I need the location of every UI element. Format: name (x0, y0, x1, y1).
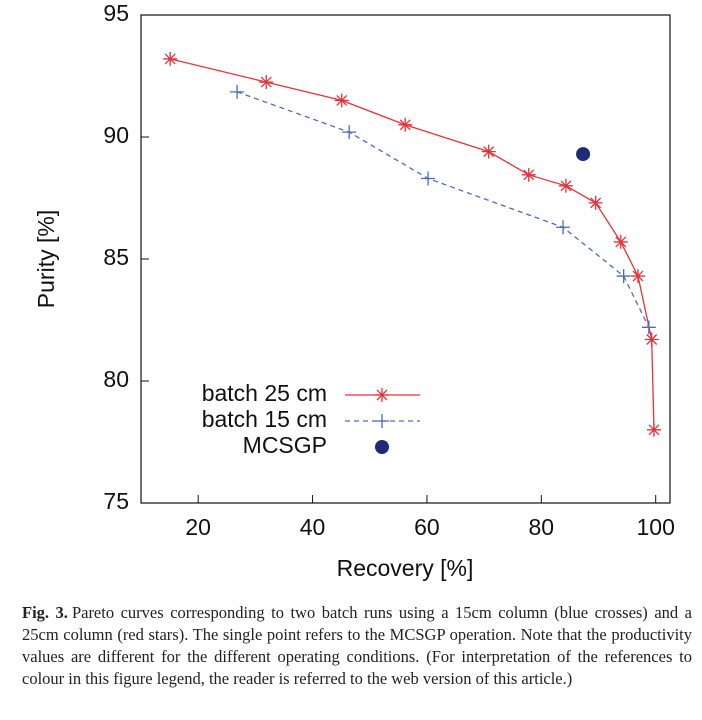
marker-dot (375, 440, 389, 454)
x-tick-label: 20 (185, 514, 211, 540)
caption: Fig. 3. Pareto curves corresponding to tw… (22, 602, 692, 690)
legend-marker (375, 440, 389, 454)
data-point (481, 144, 496, 159)
data-point (398, 117, 413, 132)
marker-stroke (334, 93, 349, 108)
x-axis-label: Recovery [%] (337, 555, 474, 581)
data-point (576, 147, 591, 162)
data-point (588, 195, 603, 210)
data-point (558, 178, 573, 193)
y-tick-label: 75 (103, 488, 129, 514)
series-line (236, 91, 650, 328)
y-axis-label: Purity [%] (33, 210, 59, 308)
x-tick-label: 40 (300, 514, 326, 540)
legend-marker (375, 388, 389, 402)
y-tick-label: 95 (103, 0, 129, 26)
legend-label: batch 25 cm (202, 380, 327, 406)
marker-stroke (481, 144, 496, 159)
marker-stroke (641, 320, 656, 335)
data-point (644, 332, 659, 347)
marker-stroke (613, 234, 628, 249)
legend-label: batch 15 cm (202, 406, 327, 432)
marker-stroke (616, 269, 631, 284)
marker-stroke (630, 269, 645, 284)
series-line (170, 58, 655, 430)
data-point (616, 269, 631, 284)
x-tick-label: 60 (414, 514, 440, 540)
marker-stroke (556, 220, 571, 235)
data-point (259, 75, 274, 90)
x-tick-label: 100 (637, 514, 675, 540)
marker-stroke (521, 167, 536, 182)
legend-label: MCSGP (243, 432, 327, 458)
marker-stroke (375, 414, 389, 428)
data-point (421, 171, 436, 186)
data-point (613, 234, 628, 249)
marker-stroke (398, 117, 413, 132)
marker-stroke (644, 332, 659, 347)
marker-stroke (421, 171, 436, 186)
marker-stroke (646, 422, 661, 437)
marker-stroke (375, 388, 389, 402)
marker-stroke (342, 125, 357, 140)
marker-stroke (588, 195, 603, 210)
data-point (556, 220, 571, 235)
marker-stroke (163, 51, 178, 66)
caption-label: Fig. 3. (22, 603, 68, 622)
marker-stroke (230, 84, 245, 99)
marker-stroke (558, 178, 573, 193)
data-point (646, 422, 661, 437)
y-tick-label: 85 (103, 244, 129, 270)
marker-dot (576, 147, 591, 162)
data-point (230, 84, 245, 99)
data-point (342, 125, 357, 140)
caption-text: Pareto curves corresponding to two batch… (22, 603, 692, 688)
marker-stroke (259, 75, 274, 90)
data-point (334, 93, 349, 108)
y-tick-label: 90 (103, 122, 129, 148)
chart: Recovery [%] Purity [%] 20 40 60 80 100 75 80 8… (33, 0, 675, 581)
data-point (641, 320, 656, 335)
data-point (630, 269, 645, 284)
legend-marker (375, 414, 389, 428)
x-tick-label: 80 (529, 514, 555, 540)
data-point (521, 167, 536, 182)
y-tick-label: 80 (103, 366, 129, 392)
data-point (163, 51, 178, 66)
